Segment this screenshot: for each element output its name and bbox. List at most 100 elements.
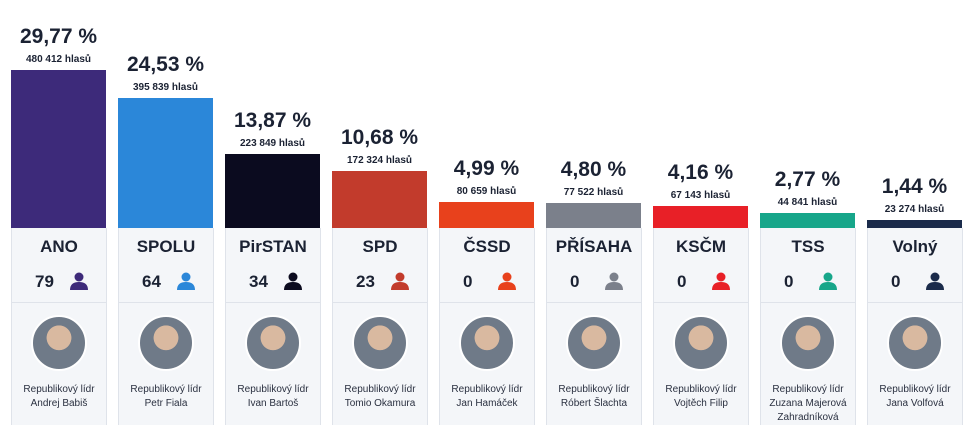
leader-role: Republikový lídr	[451, 384, 523, 395]
leader-photo	[566, 315, 622, 371]
party-name: PŘÍSAHA	[555, 237, 633, 256]
vote-label: 23 274 hlasů	[884, 204, 945, 216]
leader-photo	[780, 315, 836, 371]
leader-role: Republikový lídr	[772, 384, 844, 395]
seat-count: 0	[463, 272, 473, 291]
leader-text: Republikový lídr Ivan Bartoš	[225, 383, 321, 411]
leader-photo	[245, 315, 301, 371]
leader-role: Republikový lídr	[130, 384, 202, 395]
seat-icon	[284, 272, 302, 290]
party-name: SPOLU	[136, 237, 196, 256]
leader-name: Jana Volfová	[886, 398, 944, 409]
leader-name: Róbert Šlachta	[560, 398, 628, 409]
seat-icon	[712, 272, 730, 290]
seat-count: 0	[677, 272, 687, 291]
value-label: 13,87 %	[233, 109, 312, 133]
value-label: 29,77 %	[19, 25, 98, 48]
separator	[11, 302, 107, 303]
bar	[546, 202, 641, 228]
party-name: Volný	[892, 237, 938, 256]
bar	[760, 213, 855, 228]
bar	[653, 205, 748, 228]
vote-label: 223 849 hlasů	[239, 138, 306, 150]
value-label: 1,44 %	[881, 175, 948, 199]
seat-count: 79	[35, 272, 54, 291]
seat-count: 34	[249, 272, 268, 291]
seat-count: 0	[570, 272, 580, 291]
seat-count: 0	[784, 272, 794, 291]
leader-name: Petr Fiala	[144, 398, 188, 409]
leader-name: Ivan Bartoš	[247, 398, 299, 409]
bar	[118, 97, 213, 228]
value-label: 4,80 %	[560, 157, 627, 181]
seat-icon	[391, 272, 409, 290]
leader-role: Republikový lídr	[879, 384, 951, 395]
leader-photo	[352, 315, 408, 371]
leader-photo	[138, 315, 194, 371]
leader-text: Republikový lídr Jan Hamáček	[439, 383, 535, 411]
party-name: ANO	[40, 237, 78, 256]
leader-role: Republikový lídr	[23, 384, 95, 395]
leader-name: Tomio Okamura	[344, 398, 416, 409]
leader-photo	[459, 315, 515, 371]
vote-label: 44 841 hlasů	[777, 197, 838, 209]
bar	[332, 171, 427, 228]
leader-text: Republikový lídr Andrej Babiš	[11, 383, 107, 411]
separator	[760, 302, 856, 303]
leader-name: Jan Hamáček	[456, 398, 518, 409]
party-name: ČSSD	[463, 237, 511, 256]
seat-icon	[70, 272, 88, 290]
separator	[118, 302, 214, 303]
leader-text: Republikový lídr Petr Fiala	[118, 383, 214, 411]
separator	[867, 302, 963, 303]
seat-icon	[498, 272, 516, 290]
separator	[439, 302, 535, 303]
seat-count: 0	[891, 272, 901, 291]
seat-icon	[926, 272, 944, 290]
leader-role: Republikový lídr	[665, 384, 737, 395]
value-label: 10,68 %	[340, 126, 419, 150]
seat-icon	[177, 272, 195, 290]
party-name: PirSTAN	[239, 237, 307, 256]
leader-text: Republikový lídr Jana Volfová	[867, 383, 963, 411]
leader-name: Vojtěch Filip	[674, 398, 728, 409]
leader-name: Andrej Babiš	[30, 398, 88, 409]
vote-label: 67 143 hlasů	[670, 189, 731, 201]
vote-label: 480 412 hlasů	[25, 54, 92, 65]
vote-label: 395 839 hlasů	[132, 81, 199, 93]
bar	[11, 70, 106, 228]
seat-count: 64	[142, 272, 161, 291]
leader-role: Republikový lídr	[237, 384, 309, 395]
leader-text: Republikový lídr Vojtěch Filip	[653, 383, 749, 411]
leader-text: Republikový lídr Róbert Šlachta	[546, 383, 642, 411]
leader-text: Republikový lídr Zuzana Majerová Zahradní…	[760, 383, 856, 425]
vote-label: 172 324 hlasů	[346, 155, 413, 167]
separator	[653, 302, 749, 303]
value-label: 2,77 %	[774, 168, 841, 192]
party-name: SPD	[362, 237, 398, 256]
seat-icon	[605, 272, 623, 290]
vote-label: 77 522 hlasů	[563, 186, 624, 198]
leader-role: Republikový lídr	[558, 384, 630, 395]
bar	[225, 154, 320, 228]
separator	[225, 302, 321, 303]
leader-name: Zuzana Majerová Zahradníková	[769, 398, 847, 423]
value-label: 24,53 %	[126, 52, 205, 76]
party-name: TSS	[791, 237, 825, 256]
leader-photo	[887, 315, 943, 371]
separator	[546, 302, 642, 303]
party-name: KSČM	[675, 237, 727, 256]
leader-role: Republikový lídr	[344, 384, 416, 395]
vote-label: 80 659 hlasů	[456, 185, 517, 197]
leader-text: Republikový lídr Tomio Okamura	[332, 383, 428, 411]
separator	[332, 302, 428, 303]
value-label: 4,16 %	[667, 160, 734, 184]
seat-icon	[819, 272, 837, 290]
leader-photo	[31, 315, 87, 371]
bar	[439, 201, 534, 228]
value-label: 4,99 %	[453, 156, 520, 180]
bar	[867, 220, 962, 228]
seat-count: 23	[356, 272, 375, 291]
leader-photo	[673, 315, 729, 371]
